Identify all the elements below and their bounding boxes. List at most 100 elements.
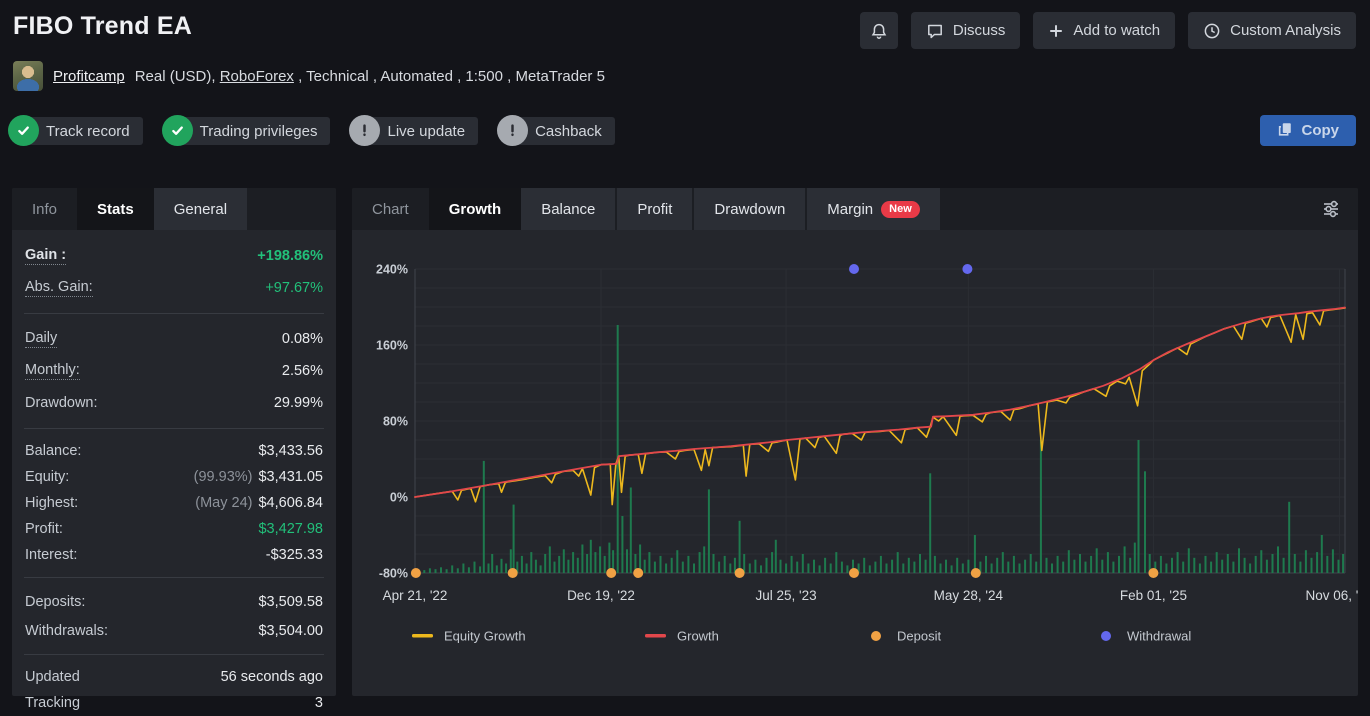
stat-row-withdrawals: Withdrawals: $3,504.00: [25, 616, 323, 645]
stat-row-profit: Profit: $3,427.98: [25, 516, 323, 542]
add-to-watch-button[interactable]: Add to watch: [1033, 12, 1176, 49]
bell-icon: [870, 22, 888, 40]
stat-label: Equity:: [25, 469, 70, 485]
stat-label: Profit:: [25, 521, 63, 537]
legend-label: Equity Growth: [444, 629, 526, 644]
stat-row-equity: Equity: (99.93%) $3,431.05: [25, 464, 323, 490]
divider: [24, 654, 324, 655]
button-label: Custom Analysis: [1230, 22, 1341, 39]
stat-value: $3,509.58: [258, 594, 323, 610]
tab-profit[interactable]: Profit: [617, 188, 693, 230]
stat-row-monthly: Monthly: 2.56%: [25, 355, 323, 387]
stat-value-text: 2.56%: [281, 363, 323, 379]
y-tick-label: 0%: [390, 491, 408, 505]
x-tick-label: Dec 19, '22: [567, 588, 635, 603]
stat-value-prefix: (99.93%): [193, 469, 253, 485]
stat-value-text: -$325.33: [265, 547, 323, 563]
tab-margin[interactable]: Margin New: [807, 188, 940, 230]
broker-link[interactable]: RoboForex: [219, 67, 294, 85]
stat-value-text: 3: [314, 695, 323, 711]
header-actions: Discuss Add to watch Custom Analysis: [859, 12, 1356, 49]
badge-track-record: Track record: [8, 115, 143, 146]
tab-general[interactable]: General: [153, 188, 248, 230]
deposit-markers: [410, 568, 1159, 578]
volume-bars: [423, 325, 1345, 574]
stat-value: +97.67%: [265, 280, 323, 296]
stat-value-text: $3,433.56: [258, 443, 323, 459]
custom-analysis-button[interactable]: Custom Analysis: [1188, 12, 1356, 49]
legend-item-withdrawal: Withdrawal: [1101, 629, 1191, 644]
chart-panel: Chart Growth Balance Profit Drawdown Margin Ne…: [352, 188, 1370, 696]
equity-growth-line: [414, 307, 1346, 506]
growth-line: [414, 306, 1346, 498]
y-axis-labels: 240% 160% 80% 0% -80%: [376, 263, 408, 581]
stat-label: Highest:: [25, 495, 79, 511]
tab-label: Profit: [637, 200, 673, 218]
growth-chart[interactable]: 240% 160% 80% 0% -80% Apr 21, '22 Dec 19, '22 J…: [352, 230, 1370, 696]
page-title: FIBO Trend EA: [13, 12, 193, 40]
stat-value: -$325.33: [266, 547, 323, 563]
account-meta: Real (USD), RoboForex , Technical , Auto…: [135, 68, 605, 85]
y-tick-label: 160%: [376, 339, 408, 353]
account-meta-row: Profitcamp Real (USD), RoboForex , Techn…: [13, 61, 605, 91]
button-label: Discuss: [952, 22, 1006, 39]
stat-value-prefix: (May 24): [195, 495, 253, 511]
stat-value: 2.56%: [282, 363, 323, 379]
avatar[interactable]: [13, 61, 43, 91]
badge-trading-privileges: Trading privileges: [161, 115, 331, 146]
stat-value: (May 24) $4,606.84: [195, 495, 323, 511]
verification-badges: Track record Trading privileges Live updat…: [8, 115, 615, 146]
badge-label: Trading privileges: [176, 117, 331, 145]
tab-info[interactable]: Info: [12, 188, 77, 230]
badge-cashback: Cashback: [497, 115, 615, 146]
x-tick-label: Nov 06, '25: [1305, 588, 1358, 603]
clock-icon: [1203, 22, 1221, 40]
chart-settings-icon[interactable]: [1316, 195, 1346, 223]
tab-growth[interactable]: Growth: [428, 188, 522, 230]
stat-row-drawdown: Drawdown: 29.99%: [25, 387, 323, 419]
chart-grid: [414, 268, 1346, 574]
stat-value-text: $3,509.58: [258, 593, 323, 610]
stat-label: Deposits:: [25, 593, 86, 610]
tab-stats[interactable]: Stats: [77, 188, 154, 230]
chart-legend: Equity Growth Growth Deposit Withdrawal: [412, 629, 1191, 644]
discuss-button[interactable]: Discuss: [910, 12, 1021, 49]
stat-value-text: $3,504.00: [258, 622, 323, 639]
stats-tabbar: Info Stats General: [12, 188, 336, 230]
badge-live-update: Live update: [349, 115, 479, 146]
stat-label: Gain :: [25, 247, 67, 265]
tab-label: Drawdown: [714, 200, 786, 218]
stat-value-text: 29.99%: [273, 395, 323, 411]
copy-icon: [1277, 121, 1293, 141]
stat-label: Tracking: [25, 695, 81, 711]
stat-value-text: $4,606.84: [258, 495, 323, 511]
notifications-button[interactable]: [859, 12, 898, 49]
tab-chart[interactable]: Chart: [352, 188, 429, 230]
stat-value: 56 seconds ago: [221, 669, 323, 685]
username-link[interactable]: Profitcamp: [53, 67, 125, 85]
stat-row-highest: Highest: (May 24) $4,606.84: [25, 490, 323, 516]
tab-label: Chart: [372, 200, 409, 218]
chart-tabbar: Chart Growth Balance Profit Drawdown Margin Ne…: [352, 188, 1358, 230]
tab-label: Stats: [97, 200, 134, 218]
stat-row-daily: Daily 0.08%: [25, 323, 323, 355]
tab-label: Growth: [448, 200, 502, 218]
stat-value: (99.93%) $3,431.05: [194, 469, 323, 485]
legend-item-growth: Growth: [645, 629, 719, 644]
stat-row-updated: Updated 56 seconds ago: [25, 664, 323, 690]
y-tick-label: 240%: [376, 263, 408, 277]
tab-balance[interactable]: Balance: [521, 188, 616, 230]
stat-label: Balance:: [25, 443, 82, 459]
stat-value: $3,427.98: [258, 521, 323, 537]
plus-icon: [1048, 23, 1064, 39]
stat-value: +198.86%: [257, 248, 323, 264]
stat-row-deposits: Deposits: $3,509.58: [25, 587, 323, 616]
copy-button[interactable]: Copy: [1259, 115, 1356, 146]
tab-label: General: [173, 200, 228, 218]
stat-value-text: $3,431.05: [258, 469, 323, 485]
stat-row-abs-gain: Abs. Gain: +97.67%: [25, 272, 323, 304]
legend-item-equity-growth: Equity Growth: [412, 629, 526, 644]
tab-drawdown[interactable]: Drawdown: [694, 188, 806, 230]
legend-label: Deposit: [897, 629, 941, 644]
stat-value-text: +198.86%: [257, 248, 323, 264]
